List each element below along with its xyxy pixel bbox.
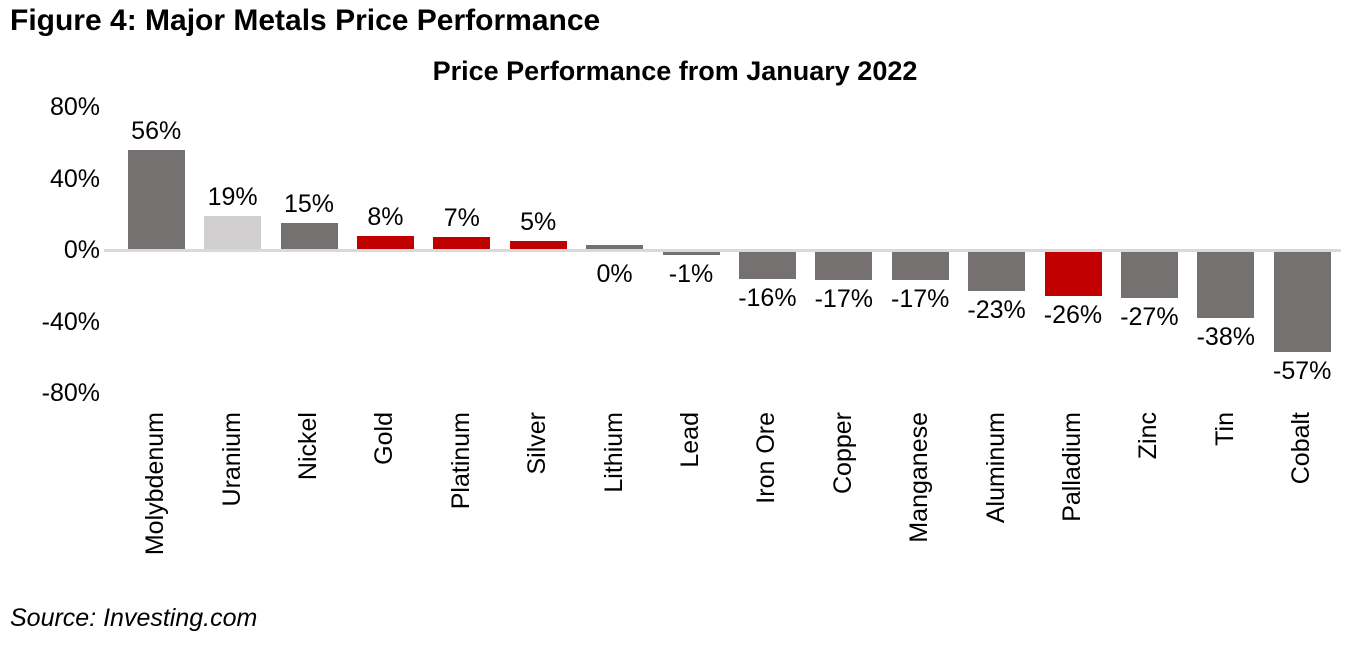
bar-copper <box>815 250 873 281</box>
bar-value-label: -26% <box>1043 301 1103 330</box>
x-label-tin: Tin <box>1210 412 1239 446</box>
x-label-manganese: Manganese <box>905 412 934 543</box>
bar-value-label: -1% <box>668 260 714 288</box>
y-tick-label: 40% <box>49 164 100 193</box>
bar-nickel <box>280 223 338 250</box>
x-label-copper: Copper <box>828 412 857 494</box>
bar-value-label: -23% <box>967 296 1026 325</box>
y-tick-label: -80% <box>41 379 100 407</box>
bar-value-label: 0% <box>596 260 633 288</box>
bar-iron-ore <box>738 250 796 279</box>
x-label-lithium: Lithium <box>599 412 628 493</box>
zero-axis-line <box>104 248 1341 252</box>
x-label-silver: Silver <box>523 412 552 475</box>
bar-zinc <box>1120 250 1178 299</box>
bar-aluminum <box>968 250 1026 292</box>
x-label-iron-ore: Iron Ore <box>752 412 781 504</box>
bar-value-label: 7% <box>443 204 480 233</box>
chart-title: Price Performance from January 2022 <box>432 56 918 86</box>
x-label-aluminum: Aluminum <box>981 412 1010 524</box>
bar-palladium <box>1044 250 1102 297</box>
bar-cobalt <box>1273 250 1331 352</box>
x-label-cobalt: Cobalt <box>1287 412 1316 485</box>
bar-value-label: -27% <box>1120 303 1179 332</box>
x-label-molybdenum: Molybdenum <box>141 412 170 556</box>
bar-value-label: 15% <box>283 190 335 219</box>
bar-value-label: -16% <box>738 283 797 312</box>
figure-title: Figure 4: Major Metals Price Performance <box>10 4 601 37</box>
y-tick-label: 80% <box>49 93 100 121</box>
x-label-nickel: Nickel <box>294 412 322 481</box>
x-label-gold: Gold <box>370 412 399 465</box>
bar-lithium <box>586 245 644 250</box>
y-tick-label: 0% <box>63 236 100 264</box>
bar-gold <box>356 235 414 250</box>
bar-lead <box>662 250 720 255</box>
x-label-uranium: Uranium <box>217 412 246 507</box>
bar-value-label: -17% <box>891 285 950 314</box>
bar-value-label: -57% <box>1273 356 1332 385</box>
bar-value-label: 5% <box>520 208 557 237</box>
bar-value-label: 8% <box>367 202 404 231</box>
bar-manganese <box>891 250 949 281</box>
bar-value-label: -17% <box>814 285 873 314</box>
bar-value-label: -38% <box>1196 322 1255 351</box>
bar-uranium <box>204 216 262 250</box>
x-label-palladium: Palladium <box>1058 412 1086 522</box>
bar-molybdenum <box>127 149 185 250</box>
x-label-lead: Lead <box>676 412 704 468</box>
bar-silver <box>509 241 567 250</box>
y-tick-label: -40% <box>41 307 100 336</box>
bar-tin <box>1197 250 1255 318</box>
bar-value-label: 19% <box>207 183 258 212</box>
source-note: Source: Investing.com <box>10 604 258 632</box>
bar-platinum <box>433 237 491 250</box>
x-label-zinc: Zinc <box>1134 412 1163 460</box>
x-label-platinum: Platinum <box>446 412 475 510</box>
bar-value-label: 56% <box>131 116 182 145</box>
